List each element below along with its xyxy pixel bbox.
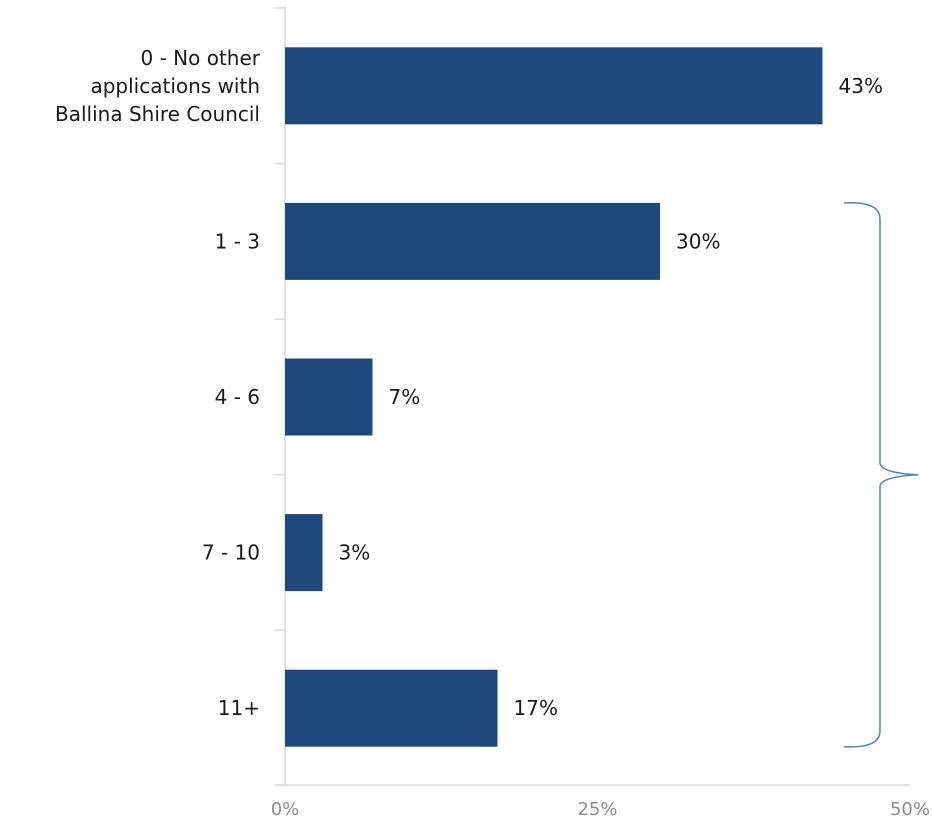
bar [285,514,323,592]
category-label: Ballina Shire Council [55,102,260,126]
category-label: 11+ [218,696,260,720]
data-label: 3% [339,541,371,565]
data-label: 30% [676,229,720,253]
x-axis-ticks: 0% 25% 50% [271,799,930,820]
bars [285,47,823,747]
data-label: 7% [389,385,421,409]
x-tick-label: 50% [890,799,930,820]
category-label: applications with [90,74,260,98]
category-label: 4 - 6 [215,385,260,409]
bracket-annotation [843,201,919,748]
data-label: 17% [514,696,558,720]
category-labels: 0 - No other applications with Ballina Shi… [55,46,261,720]
category-label: 1 - 3 [215,229,260,253]
bar [285,669,498,747]
category-label: 0 - No other [141,46,261,70]
x-tick-label: 25% [577,799,617,820]
data-labels: 43% 30% 7% 3% 17% [339,74,883,720]
bar [285,202,660,280]
data-label: 43% [839,74,883,98]
bar [285,47,823,125]
bar [285,358,373,436]
category-label: 7 - 10 [202,541,260,565]
x-tick-label: 0% [271,799,300,820]
